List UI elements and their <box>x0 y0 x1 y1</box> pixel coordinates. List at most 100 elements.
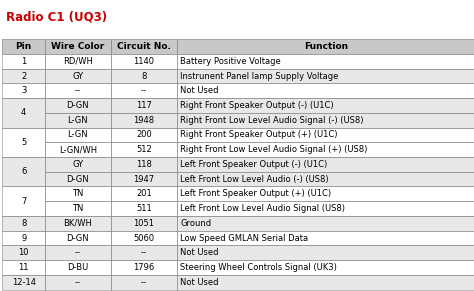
Text: 10: 10 <box>18 248 29 257</box>
Bar <box>176 172 474 187</box>
Bar <box>45 231 111 245</box>
Bar <box>110 187 177 201</box>
Text: 6: 6 <box>21 167 27 176</box>
Bar <box>110 275 177 290</box>
Text: Left Front Speaker Output (-) (U1C): Left Front Speaker Output (-) (U1C) <box>180 160 328 169</box>
Bar <box>45 172 111 187</box>
Text: --: -- <box>75 278 81 287</box>
Text: 8: 8 <box>141 72 146 81</box>
Bar <box>110 142 177 157</box>
Bar <box>45 128 111 142</box>
Bar <box>2 69 45 84</box>
Text: 511: 511 <box>136 204 152 213</box>
Text: Right Front Speaker Output (+) (U1C): Right Front Speaker Output (+) (U1C) <box>180 130 338 139</box>
Bar <box>45 275 111 290</box>
Bar <box>2 84 45 98</box>
Bar <box>45 142 111 157</box>
Bar <box>2 157 45 187</box>
Text: D-BU: D-BU <box>67 263 89 272</box>
Bar <box>110 260 177 275</box>
Text: 201: 201 <box>136 189 152 198</box>
Bar <box>2 275 45 290</box>
Text: --: -- <box>141 86 147 95</box>
Bar <box>176 54 474 69</box>
Bar <box>110 39 177 54</box>
Text: GY: GY <box>73 160 83 169</box>
Text: 4: 4 <box>21 108 27 117</box>
Text: 7: 7 <box>21 197 27 206</box>
Bar <box>176 98 474 113</box>
Bar <box>176 245 474 260</box>
Bar <box>110 128 177 142</box>
Text: Radio C1 (UQ3): Radio C1 (UQ3) <box>6 10 107 23</box>
Text: 512: 512 <box>136 145 152 154</box>
Bar <box>110 187 177 201</box>
Text: GY: GY <box>73 72 83 81</box>
Text: TN: TN <box>72 204 83 213</box>
Text: --: -- <box>75 248 81 257</box>
Bar <box>176 54 474 69</box>
Bar <box>176 84 474 98</box>
Bar <box>45 275 111 290</box>
Text: Wire Color: Wire Color <box>51 42 105 51</box>
Bar <box>110 201 177 216</box>
Bar <box>176 142 474 157</box>
Bar <box>45 157 111 172</box>
Bar <box>176 231 474 245</box>
Bar <box>2 245 45 260</box>
Bar <box>176 84 474 98</box>
Bar <box>176 98 474 113</box>
Bar <box>2 245 45 260</box>
Bar <box>2 275 45 290</box>
Bar <box>110 113 177 128</box>
Text: Not Used: Not Used <box>180 278 219 287</box>
Bar <box>2 128 45 157</box>
Text: 12-14: 12-14 <box>12 278 36 287</box>
Text: 2: 2 <box>21 72 27 81</box>
Bar <box>2 39 45 54</box>
Text: Right Front Low Level Audio Signal (+) (US8): Right Front Low Level Audio Signal (+) (… <box>180 145 368 154</box>
Bar <box>45 69 111 84</box>
Bar <box>110 231 177 245</box>
Text: 1051: 1051 <box>133 219 155 228</box>
Bar <box>176 39 474 54</box>
Bar <box>45 245 111 260</box>
Bar <box>45 187 111 201</box>
Bar <box>176 216 474 231</box>
Bar <box>2 260 45 275</box>
Text: BK/WH: BK/WH <box>64 219 92 228</box>
Text: 11: 11 <box>18 263 29 272</box>
Bar <box>45 157 111 172</box>
Bar <box>45 216 111 231</box>
Bar <box>2 157 45 187</box>
Bar <box>176 157 474 172</box>
Bar <box>45 84 111 98</box>
Bar <box>176 231 474 245</box>
Bar <box>176 128 474 142</box>
Bar <box>45 260 111 275</box>
Text: Left Front Low Level Audio (-) (US8): Left Front Low Level Audio (-) (US8) <box>180 175 329 184</box>
Bar <box>45 98 111 113</box>
Bar <box>110 84 177 98</box>
Bar <box>176 187 474 201</box>
Bar <box>45 216 111 231</box>
Bar <box>110 142 177 157</box>
Text: 8: 8 <box>21 219 27 228</box>
Bar <box>2 39 45 54</box>
Bar <box>2 69 45 84</box>
Bar <box>110 54 177 69</box>
Text: 200: 200 <box>136 130 152 139</box>
Bar <box>45 172 111 187</box>
Bar <box>2 54 45 69</box>
Text: 1140: 1140 <box>133 57 155 66</box>
Text: 117: 117 <box>136 101 152 110</box>
Bar <box>2 84 45 98</box>
Bar <box>2 187 45 216</box>
Bar <box>2 98 45 128</box>
Bar <box>110 245 177 260</box>
Bar <box>45 113 111 128</box>
Bar <box>176 216 474 231</box>
Bar <box>176 201 474 216</box>
Text: Left Front Speaker Output (+) (U1C): Left Front Speaker Output (+) (U1C) <box>180 189 331 198</box>
Bar <box>110 216 177 231</box>
